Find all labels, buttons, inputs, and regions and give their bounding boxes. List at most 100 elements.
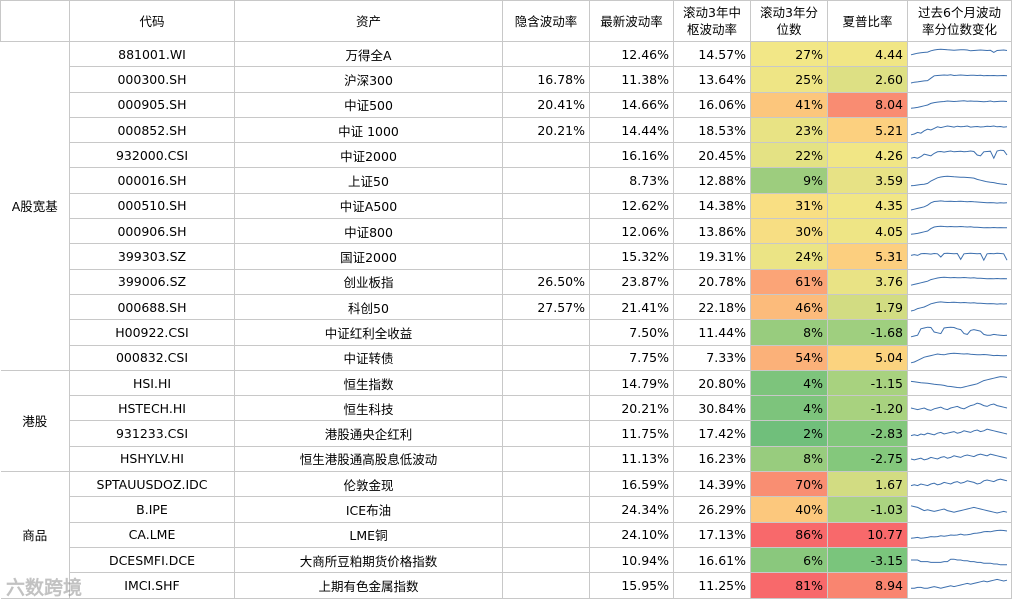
cell-sharpe: 10.77 — [827, 521, 908, 548]
sparkline-line — [910, 478, 1008, 487]
cell-latest-vol: 7.75% — [589, 344, 674, 371]
cell-rolling-pct: 23% — [750, 116, 828, 144]
sparkline-line — [910, 150, 1008, 160]
cell-rolling-pct: 27% — [750, 40, 828, 68]
sparkline-line — [910, 125, 1008, 136]
cell-rolling-pct: 24% — [750, 243, 828, 270]
cell-latest-vol: 8.73% — [589, 167, 674, 194]
cell-implied-vol — [502, 572, 590, 599]
cell-implied-vol: 20.21% — [502, 116, 590, 144]
cell-asset: 上期有色金属指数 — [234, 572, 503, 599]
cell-sparkline — [907, 142, 1012, 169]
cell-code: DCESMFI.DCE — [69, 546, 235, 574]
cell-latest-vol: 16.16% — [589, 142, 674, 169]
cell-latest-vol: 15.32% — [589, 243, 674, 270]
header-group — [0, 0, 70, 42]
cell-rolling-pct: 61% — [750, 268, 828, 295]
cell-code: 931233.CSI — [69, 420, 235, 447]
cell-latest-vol: 14.44% — [589, 116, 674, 144]
sparkline-chart — [910, 175, 1008, 186]
sparkline-chart — [911, 558, 1007, 566]
cell-latest-vol: 7.50% — [589, 319, 674, 346]
cell-latest-vol: 24.10% — [589, 521, 674, 548]
cell-sparkline — [907, 572, 1012, 599]
sparkline-line — [910, 376, 1008, 389]
cell-implied-vol: 16.78% — [502, 66, 590, 93]
cell-code: 000905.SH — [69, 91, 235, 118]
cell-asset: 上证50 — [234, 167, 503, 194]
cell-implied-vol: 26.50% — [502, 268, 590, 295]
cell-rolling-center: 18.53% — [673, 116, 751, 144]
cell-rolling-pct: 40% — [750, 496, 828, 523]
cell-latest-vol: 11.38% — [589, 66, 674, 93]
sparkline-chart — [910, 301, 1008, 312]
cell-implied-vol: 20.41% — [502, 91, 590, 118]
cell-implied-vol — [502, 445, 590, 473]
sparkline-line — [911, 579, 1008, 590]
table-row: DCESMFI.DCE 大商所豆粕期货价格指数 10.94% 16.61% 6% -3.1… — [1, 546, 1012, 574]
table-row: 000906.SH 中证800 12.06% 13.86% 30% 4.05 — [1, 218, 1012, 245]
cell-asset: 万得全A — [234, 40, 503, 68]
table-body: A股宽基 881001.WI 万得全A 12.46% 14.57% 27% 4.44 0003… — [0, 40, 1012, 599]
table-row: 931233.CSI 港股通央企红利 11.75% 17.42% 2% -2.83 — [1, 420, 1012, 447]
cell-sharpe: 5.21 — [827, 116, 908, 144]
cell-code: 000300.SH — [69, 66, 235, 93]
cell-implied-vol — [502, 40, 590, 68]
cell-rolling-pct: 4% — [750, 369, 828, 397]
table-row: 000016.SH 上证50 8.73% 12.88% 9% 3.59 — [1, 167, 1012, 194]
cell-sharpe: 4.05 — [827, 218, 908, 245]
table-row: 商品 SPTAUUSDOZ.IDC 伦敦金现 16.59% 14.39% 70% 1.67 — [0, 471, 1012, 599]
cell-rolling-center: 11.44% — [673, 319, 751, 346]
cell-sharpe: 1.67 — [827, 471, 908, 498]
cell-rolling-pct: 30% — [750, 218, 828, 245]
cell-rolling-center: 17.13% — [673, 521, 751, 548]
sparkline-line — [910, 428, 1008, 436]
cell-sparkline — [907, 546, 1012, 574]
cell-sparkline — [907, 192, 1012, 220]
sparkline-chart — [910, 529, 1008, 539]
sparkline-chart — [910, 327, 1008, 338]
sparkline-chart — [910, 402, 1008, 412]
cell-latest-vol: 14.79% — [589, 369, 674, 397]
header-code: 代码 — [69, 0, 235, 42]
cell-rolling-center: 14.38% — [673, 192, 751, 220]
cell-rolling-pct: 81% — [750, 572, 828, 599]
cell-asset: 港股通央企红利 — [234, 420, 503, 447]
sparkline-line — [910, 301, 1008, 312]
cell-latest-vol: 11.75% — [589, 420, 674, 447]
table-row: 港股 HSI.HI 恒生指数 14.79% 20.80% 4% -1.15 — [0, 369, 1012, 473]
cell-sparkline — [907, 243, 1012, 270]
table-row: 000905.SH 中证500 20.41% 14.66% 16.06% 41% 8.04 — [1, 91, 1012, 118]
cell-rolling-center: 22.18% — [673, 293, 751, 321]
cell-sparkline — [907, 218, 1012, 245]
sparkline-chart — [910, 505, 1008, 514]
cell-latest-vol: 12.62% — [589, 192, 674, 220]
cell-implied-vol — [502, 344, 590, 371]
cell-latest-vol: 20.21% — [589, 395, 674, 422]
cell-code: 932000.CSI — [69, 142, 235, 169]
cell-code: 000906.SH — [69, 218, 235, 245]
cell-asset: 中证红利全收益 — [234, 319, 503, 346]
cell-rolling-center: 14.57% — [673, 40, 751, 68]
cell-code: 399303.SZ — [69, 243, 235, 270]
sparkline-chart — [910, 428, 1008, 436]
cell-rolling-center: 11.25% — [673, 572, 751, 599]
cell-rolling-center: 13.64% — [673, 66, 751, 93]
cell-rolling-pct: 70% — [750, 471, 828, 498]
cell-implied-vol: 27.57% — [502, 293, 590, 321]
cell-sharpe: -1.03 — [827, 496, 908, 523]
cell-rolling-center: 16.23% — [673, 445, 751, 473]
cell-code: HSTECH.HI — [69, 395, 235, 422]
sparkline-line — [910, 352, 1008, 363]
cell-latest-vol: 11.13% — [589, 445, 674, 473]
cell-latest-vol: 24.34% — [589, 496, 674, 523]
cell-rolling-pct: 31% — [750, 192, 828, 220]
table-row: 000832.CSI 中证转债 7.75% 7.33% 54% 5.04 — [1, 344, 1012, 371]
sparkline-chart — [910, 276, 1008, 286]
cell-implied-vol — [502, 471, 590, 498]
cell-asset: 中证500 — [234, 91, 503, 118]
cell-implied-vol — [502, 521, 590, 548]
cell-sharpe: 8.94 — [827, 572, 908, 599]
cell-latest-vol: 23.87% — [589, 268, 674, 295]
